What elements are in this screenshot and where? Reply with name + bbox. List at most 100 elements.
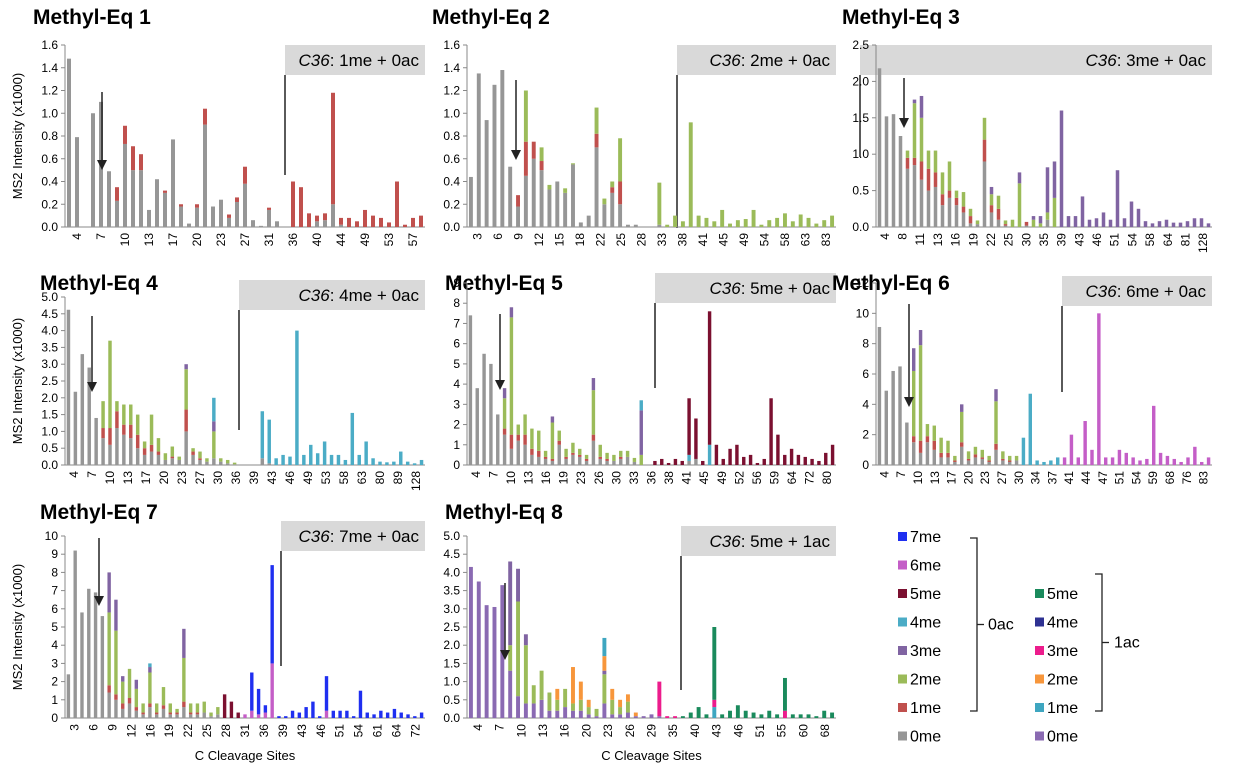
- y-tick-label: 6: [51, 602, 58, 616]
- legend-swatch: [898, 703, 907, 712]
- callout-composition: : 1me + 0ac: [330, 51, 420, 70]
- bar-segment-1me: [961, 206, 966, 213]
- bar-segment-3me: [1059, 110, 1064, 227]
- x-tick-label: 17: [945, 471, 959, 485]
- y-axis-label: MS2 Intensity (x1000): [10, 318, 25, 444]
- bar-segment-1me: [163, 190, 167, 193]
- bar-segment-0me_1ac: [571, 710, 575, 718]
- x-tick-label: 13: [142, 233, 156, 247]
- bar-segment-0me: [966, 460, 971, 465]
- chart-panel: Methyl-Eq 4 C36: 4me + 0ac 0.0 0.5 1.0 1.5 2.0…: [10, 272, 425, 491]
- bar-segment-2me: [564, 448, 568, 457]
- x-tick-label: 4: [878, 233, 892, 240]
- bar-segment-0me: [994, 449, 998, 465]
- bar-segment-1me: [175, 712, 179, 715]
- bar-segment-2me: [925, 424, 930, 437]
- bar-segment-2me: [735, 220, 740, 227]
- bar-segment-4me: [405, 461, 410, 465]
- bar-segment-0me_1ac: [468, 566, 473, 718]
- bar-segment-1me: [107, 685, 111, 693]
- bar-segment-4me: [295, 330, 299, 465]
- x-tick-label: 54: [1125, 233, 1139, 247]
- chart-panel: Methyl-Eq 1 C36: 1me + 0ac 0.0 0.2 0.4 0.6 0.8…: [10, 6, 425, 246]
- y-tick-label: 0.5: [852, 184, 869, 198]
- bar-segment-0me: [275, 221, 279, 227]
- x-tick-label: 12: [124, 724, 138, 738]
- y-tick-label: 10: [45, 529, 59, 543]
- x-tick-label: 10: [514, 724, 528, 738]
- bar-segment-1me: [299, 187, 303, 227]
- bar-segment-0me: [209, 716, 213, 718]
- bar-segment-1me: [968, 216, 973, 224]
- bar-segment-0me: [149, 451, 154, 465]
- x-tick-label: 45: [697, 471, 711, 485]
- x-tick-label: 72: [409, 724, 423, 738]
- bar-segment-2me: [156, 438, 161, 452]
- y-tick-label: 0: [453, 458, 460, 472]
- y-tick-label: 9: [453, 276, 460, 290]
- bar-segment-3me: [1129, 201, 1134, 227]
- bar-segment-3me: [509, 307, 514, 318]
- x-tick-label: 55: [775, 724, 789, 738]
- bar-segment-3me: [1080, 196, 1085, 227]
- bar-segment-5me: [680, 460, 684, 465]
- bar-segment-2me: [1038, 223, 1043, 227]
- arrow-head: [500, 650, 510, 660]
- y-tick-label: 2: [51, 675, 58, 689]
- x-tick-label: 8: [896, 233, 910, 240]
- callout-label: C36: 5me + 0ac: [710, 279, 831, 298]
- bar-segment-0me: [115, 200, 119, 227]
- x-tick-label: 3: [67, 724, 81, 731]
- bar-segment-6me: [250, 710, 254, 718]
- callout-label: C36: 6me + 0ac: [1086, 282, 1207, 301]
- bar-segment-0me: [500, 70, 505, 228]
- x-tick-label: 11: [913, 233, 927, 246]
- x-tick-label: 16: [143, 724, 157, 738]
- bar-segment-1me: [557, 440, 561, 445]
- y-tick-label: 2: [862, 428, 869, 442]
- bar-segment-6me: [256, 714, 261, 718]
- x-axis-label: C Cleavage Sites: [601, 748, 702, 763]
- y-tick-label: 2.0: [443, 638, 460, 652]
- y-tick-label: 2.5: [443, 620, 460, 634]
- bar-segment-4me: [1021, 437, 1026, 465]
- bar-segment-2me: [912, 103, 917, 158]
- bar-segment-0me_1ac: [516, 696, 520, 718]
- x-tick-label: 10: [911, 471, 925, 485]
- bar-segment-0me: [618, 204, 623, 227]
- bar-segment-4me: [288, 456, 292, 465]
- bar-segment-0me: [205, 461, 209, 465]
- bar-segment-0me: [537, 456, 541, 465]
- bar-segment-3me: [550, 416, 555, 423]
- y-tick-label: 1.0: [443, 675, 460, 689]
- bar-segment-1me: [355, 221, 359, 227]
- bar-segment-0me: [87, 367, 91, 465]
- bar-segment-0me: [195, 714, 200, 718]
- bar-segment-2me: [712, 221, 717, 227]
- y-tick-label: 0.0: [852, 220, 869, 234]
- bar-segment-5me_1ac: [790, 714, 795, 718]
- bar-segment-0me: [564, 458, 568, 465]
- x-tick-label: 17: [139, 471, 153, 485]
- bar-segment-2me: [987, 455, 991, 461]
- bar-segment-4me: [350, 412, 355, 465]
- bar-segment-0me: [594, 147, 599, 227]
- bar-segment-4me: [267, 419, 271, 464]
- bar-segment-3me: [148, 667, 152, 673]
- bar-segment-2me: [212, 431, 216, 459]
- panel-title: Methyl-Eq 5: [445, 272, 563, 295]
- bar-segment-2me: [1014, 455, 1019, 461]
- bar-segment-0me: [523, 444, 527, 465]
- callout-site: C36: [299, 527, 331, 546]
- bar-segment-5me: [817, 460, 821, 465]
- bar-segment-2me: [508, 645, 513, 671]
- bar-segment-5me: [810, 458, 814, 465]
- bar-segment-0me: [267, 209, 271, 227]
- x-tick-label: 83: [1197, 471, 1211, 485]
- bar-segment-0me: [171, 139, 175, 227]
- x-tick-label: 46: [314, 724, 328, 738]
- y-tick-label: 7: [453, 316, 460, 330]
- bar-segment-2me: [975, 220, 980, 225]
- bar-segment-2me: [1045, 212, 1050, 220]
- x-tick-label: 37: [1045, 471, 1059, 485]
